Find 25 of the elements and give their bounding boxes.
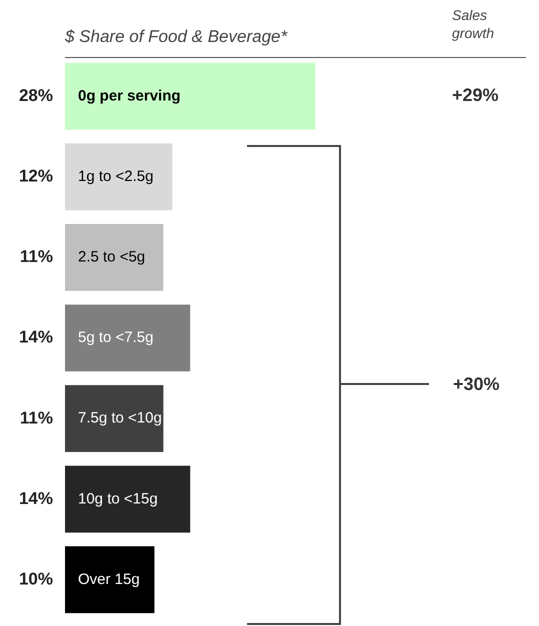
- data-label: 28%: [18, 86, 53, 105]
- bar: [65, 62, 316, 130]
- bar: [65, 304, 190, 372]
- annotation: +29%: [452, 85, 499, 106]
- bar: [65, 466, 190, 533]
- data-label: 12%: [18, 166, 53, 186]
- data-label: 11%: [20, 247, 53, 266]
- data-label: 11%: [20, 408, 53, 428]
- annotation: +30%: [453, 374, 500, 395]
- y-tick-label: 5g to <7.5g: [78, 329, 154, 346]
- data-label: 14%: [18, 328, 53, 347]
- y-tick-label: 10g to <15g: [78, 490, 158, 508]
- y-tick-label: 7.5g to <10g: [78, 410, 162, 427]
- y-tick-label: Over 15g: [78, 570, 140, 588]
- data-label: 14%: [18, 488, 53, 508]
- bar: [65, 546, 154, 614]
- bar: [65, 143, 172, 210]
- bar: [65, 385, 164, 452]
- y-tick-label: 0g per serving: [78, 87, 181, 104]
- y-tick-label: 2.5 to <5g: [78, 248, 146, 266]
- bar: [65, 224, 164, 291]
- chart-title: $ Share of Food & Beverage*: [65, 27, 288, 47]
- y-tick-label: 1g to <2.5g: [78, 168, 154, 185]
- text: Sales growth: [452, 6, 496, 42]
- data-label: 10%: [18, 569, 53, 588]
